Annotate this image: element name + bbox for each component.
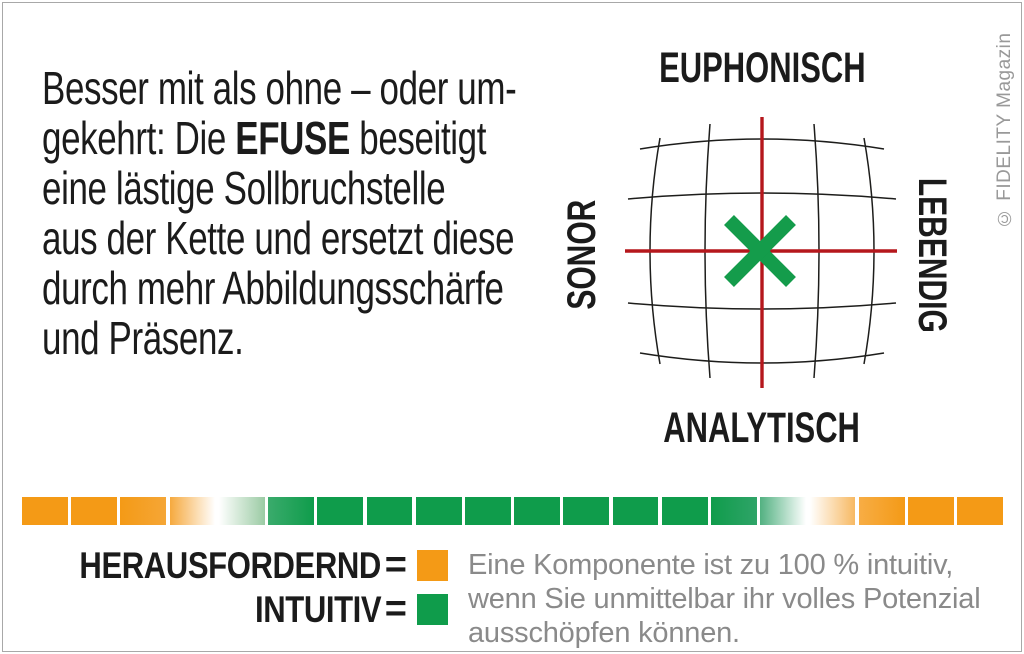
intro-line: eine lästige Sollbruchstelle	[42, 162, 446, 214]
scale-segment	[809, 497, 856, 525]
rating-marker	[724, 215, 796, 287]
scale-segment	[760, 497, 807, 525]
herausfordernd-swatch	[417, 550, 448, 581]
legend-row-intuitiv: INTUITIV =	[78, 588, 448, 630]
intro-line: gekehrt: Die EFUSE beseitigt	[42, 112, 487, 164]
scale-segment	[22, 497, 68, 525]
explainer-line: wenn Sie unmittelbar ihr volles Potenzia…	[468, 583, 981, 615]
equals-sign: =	[384, 544, 407, 586]
intro-line: aus der Kette und ersetzt diese	[42, 212, 515, 264]
explainer-line: Eine Komponente ist zu 100 % intuitiv,	[468, 549, 954, 581]
scale-segment	[612, 497, 659, 525]
scale-segment	[71, 497, 118, 525]
legend-label: INTUITIV	[254, 588, 382, 630]
scale-segment	[514, 497, 561, 525]
scale-segment	[218, 497, 265, 525]
scale-segment	[464, 497, 511, 525]
scale-segment	[415, 497, 462, 525]
scale-segment	[317, 497, 364, 525]
scale-segment	[366, 497, 413, 525]
sound-character-chart: EUPHONISCH SONOR LEBENDIG ANALYTISCH	[547, 40, 977, 470]
intuitiv-scale-bar	[22, 497, 1003, 525]
scale-segment	[711, 497, 757, 525]
explainer-text: Eine Komponente ist zu 100 % intuitiv, w…	[468, 548, 981, 650]
intro-line: durch mehr Abbildungsschärfe	[42, 262, 504, 314]
axis-label-top: EUPHONISCH	[658, 44, 866, 92]
scale-segment	[120, 497, 167, 525]
scale-segment	[563, 497, 610, 525]
intro-text: Besser mit als ohne – oder um- gekehrt: …	[42, 63, 544, 363]
legend-row-herausfordernd: HERAUSFORDERND =	[78, 544, 448, 586]
axis-label-bottom: ANALYTISCH	[663, 404, 861, 452]
product-name: EFUSE	[235, 112, 350, 164]
axis-label-right: LEBENDIG	[910, 177, 954, 333]
intro-line: und Präsenz.	[42, 312, 244, 364]
intro-line: Besser mit als ohne – oder um-	[42, 62, 517, 114]
scale-segment	[268, 497, 314, 525]
scale-segment	[957, 497, 1003, 525]
scale-segment	[858, 497, 905, 525]
explainer-line: ausschöpfen können.	[468, 617, 740, 649]
copyright-note: © FIDELITY Magazin	[994, 32, 1015, 228]
scale-segment	[169, 497, 216, 525]
intuitiv-swatch	[417, 594, 448, 625]
distortion-grid	[625, 117, 897, 388]
legend-label: HERAUSFORDERND	[79, 544, 381, 586]
scale-segment	[907, 497, 954, 525]
axis-label-left: SONOR	[560, 199, 604, 311]
scale-segment	[661, 497, 708, 525]
equals-sign: =	[384, 588, 407, 630]
scale-legend: HERAUSFORDERND = INTUITIV =	[78, 544, 448, 638]
